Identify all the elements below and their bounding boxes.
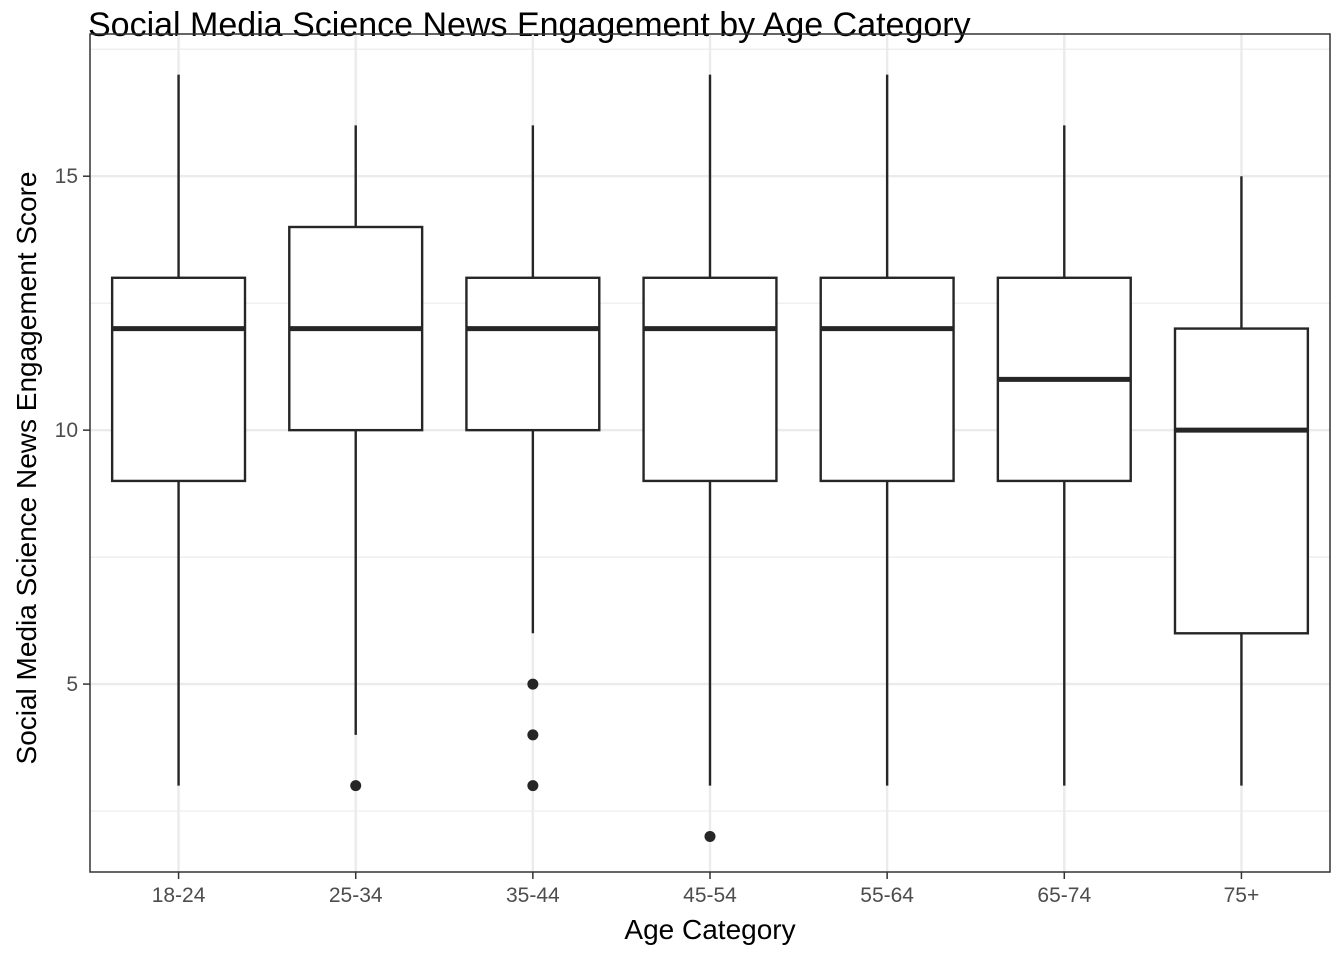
x-tick-label: 35-44: [506, 884, 560, 907]
outlier-point: [527, 729, 539, 741]
box-75+: [1173, 176, 1310, 786]
outlier-point: [350, 780, 362, 792]
iqr-box: [642, 276, 778, 483]
x-tick-label: 65-74: [1037, 884, 1091, 907]
iqr-box: [110, 276, 247, 483]
box-65-74: [996, 125, 1132, 786]
box-35-44: [465, 125, 601, 792]
box-layer: [110, 74, 1310, 842]
x-tick-label: 75+: [1224, 884, 1260, 907]
x-tick-label: 18-24: [152, 884, 206, 907]
y-tick-label: 10: [55, 419, 78, 442]
iqr-box: [465, 276, 601, 432]
outlier-point: [527, 780, 539, 792]
iqr-box: [1173, 327, 1310, 635]
x-axis-title: Age Category: [624, 914, 795, 945]
y-tick-label: 15: [55, 165, 78, 188]
box-55-64: [819, 74, 955, 786]
outlier-point: [704, 830, 716, 842]
box-25-34: [288, 125, 424, 792]
box-45-54: [642, 74, 778, 842]
x-tick-label: 25-34: [329, 884, 383, 907]
y-tick-label: 5: [66, 673, 78, 696]
iqr-box: [819, 276, 955, 483]
y-axis-title: Social Media Science News Engagement Sco…: [11, 172, 42, 765]
outlier-point: [527, 678, 539, 690]
box-18-24: [110, 74, 247, 786]
x-tick-label: 55-64: [860, 884, 914, 907]
axes: 5 10 15 18-24 25-34 35-44 45-54 55-64 65-74 75+: [55, 165, 1260, 907]
x-tick-label: 45-54: [683, 884, 737, 907]
chart-title: Social Media Science News Engagement by …: [88, 6, 971, 44]
